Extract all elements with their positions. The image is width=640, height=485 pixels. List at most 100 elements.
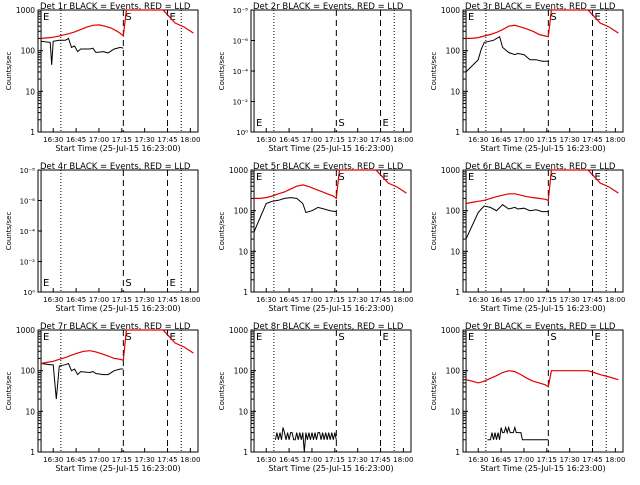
y-tick-label: 10	[238, 247, 248, 256]
y-axis-label: Counts/sec	[218, 52, 226, 91]
marker-label-e: E	[383, 172, 389, 183]
y-tick-label: 10⁻⁸	[20, 167, 36, 175]
series-line-lld	[465, 370, 619, 388]
marker-label-e: E	[170, 12, 176, 23]
y-tick-label: 1	[30, 128, 35, 137]
x-tick-label: 18:00	[393, 136, 413, 144]
plot-frame	[250, 329, 412, 453]
x-tick-label: 17:45	[157, 456, 177, 464]
x-tick-label: 18:00	[605, 296, 625, 304]
x-tick-label: 17:45	[157, 136, 177, 144]
x-tick-label: 17:00	[89, 456, 109, 464]
x-tick-label: 17:15	[112, 136, 132, 144]
panel-title: Det 4r BLACK = Events, RED = LLD	[40, 162, 191, 172]
plot-frame	[37, 329, 199, 453]
series-line-events	[253, 197, 337, 233]
marker-label-s: S	[550, 172, 556, 183]
x-tick-label: 17:30	[348, 456, 368, 464]
y-tick-label: 1000	[441, 166, 460, 175]
x-tick-label: 17:15	[537, 456, 557, 464]
x-tick-label: 17:30	[135, 456, 155, 464]
x-tick-label: 16:45	[279, 456, 299, 464]
panel-title: Det 2r BLACK = Events, RED = LLD	[253, 2, 404, 12]
x-tick-label: 17:00	[302, 456, 322, 464]
y-axis-label: Counts/sec	[430, 52, 438, 91]
x-tick-label: 16:30	[468, 136, 488, 144]
x-tick-label: 17:15	[537, 136, 557, 144]
panel-det-6: Det 6r BLACK = Events, RED = LLD 1 10 100 10…	[430, 162, 625, 313]
x-axis-label: Start Time (25-Jul-15 16:23:00)	[55, 304, 180, 313]
x-tick-label: 18:00	[605, 136, 625, 144]
plot-frame	[250, 169, 412, 293]
x-tick-label: 17:00	[514, 296, 534, 304]
y-axis-label: Counts/sec	[218, 212, 226, 251]
marker-label-s: S	[338, 172, 344, 183]
plot-frame	[37, 9, 199, 133]
y-tick-label: 100	[446, 47, 461, 56]
x-tick-label: 17:00	[302, 296, 322, 304]
x-tick-label: 17:45	[157, 296, 177, 304]
x-tick-label: 17:30	[348, 296, 368, 304]
marker-label-e: E	[256, 332, 262, 343]
y-tick-label: 1000	[441, 326, 460, 335]
y-tick-label: 100	[446, 367, 461, 376]
y-tick-label: 10	[450, 407, 460, 416]
x-tick-label: 17:15	[537, 296, 557, 304]
panel-det-1: Det 1r BLACK = Events, RED = LLD 1 10 100 10…	[5, 2, 200, 153]
marker-label-e: E	[383, 332, 389, 343]
marker-label-e: E	[595, 332, 601, 343]
marker-label-e: E	[170, 332, 176, 343]
series-line-events	[40, 362, 124, 400]
plot-frame	[462, 169, 624, 293]
x-tick-label: 17:45	[582, 456, 602, 464]
panel-det-3: Det 3r BLACK = Events, RED = LLD 1 10 100 10…	[430, 2, 625, 153]
x-tick-label: 16:45	[66, 456, 86, 464]
marker-label-e: E	[170, 278, 176, 289]
x-tick-label: 16:30	[43, 136, 63, 144]
x-tick-label: 17:45	[370, 456, 390, 464]
y-tick-label: 10	[238, 407, 248, 416]
y-tick-label: 1	[455, 288, 460, 297]
y-tick-label: 1000	[441, 6, 460, 15]
series-line-lld	[40, 329, 194, 365]
x-tick-label: 17:15	[112, 296, 132, 304]
panel-title: Det 6r BLACK = Events, RED = LLD	[465, 162, 616, 172]
marker-label-e: E	[43, 12, 49, 23]
panel-title: Det 3r BLACK = Events, RED = LLD	[465, 2, 616, 12]
marker-label-e: E	[256, 172, 262, 183]
x-tick-label: 18:00	[180, 296, 200, 304]
x-tick-label: 16:30	[256, 456, 276, 464]
series-line-lld	[40, 9, 194, 39]
x-axis-label: Start Time (25-Jul-15 16:23:00)	[268, 464, 393, 473]
y-tick-label: 1	[30, 448, 35, 457]
x-axis-label: Start Time (25-Jul-15 16:23:00)	[268, 304, 393, 313]
y-axis-label: Counts/sec	[430, 372, 438, 411]
x-tick-label: 18:00	[605, 456, 625, 464]
x-tick-label: 17:00	[89, 296, 109, 304]
x-tick-label: 16:45	[66, 136, 86, 144]
marker-label-e: E	[256, 118, 262, 129]
marker-label-s: S	[550, 332, 556, 343]
x-tick-label: 17:00	[89, 136, 109, 144]
y-axis-label: Counts/sec	[5, 372, 13, 411]
panel-title: Det 8r BLACK = Events, RED = LLD	[253, 322, 404, 332]
marker-label-e: E	[383, 118, 389, 129]
y-tick-label: 1	[455, 128, 460, 137]
y-tick-label: 10	[25, 87, 35, 96]
x-tick-label: 17:15	[325, 296, 345, 304]
y-tick-label: 10⁻⁸	[233, 7, 249, 15]
x-tick-label: 16:30	[256, 136, 276, 144]
panel-title: Det 5r BLACK = Events, RED = LLD	[253, 162, 404, 172]
plot-frame	[37, 169, 199, 293]
y-tick-label: 100	[21, 367, 36, 376]
y-axis-label: Counts/sec	[5, 52, 13, 91]
y-tick-label: 1	[243, 288, 248, 297]
series-line-lld	[254, 169, 407, 200]
panel-det-5: Det 5r BLACK = Events, RED = LLD 1 10 100 10…	[218, 162, 413, 313]
x-tick-label: 18:00	[180, 456, 200, 464]
marker-label-e: E	[43, 332, 49, 343]
x-tick-label: 18:00	[393, 456, 413, 464]
x-axis-label: Start Time (25-Jul-15 16:23:00)	[55, 144, 180, 153]
marker-label-e: E	[468, 12, 474, 23]
